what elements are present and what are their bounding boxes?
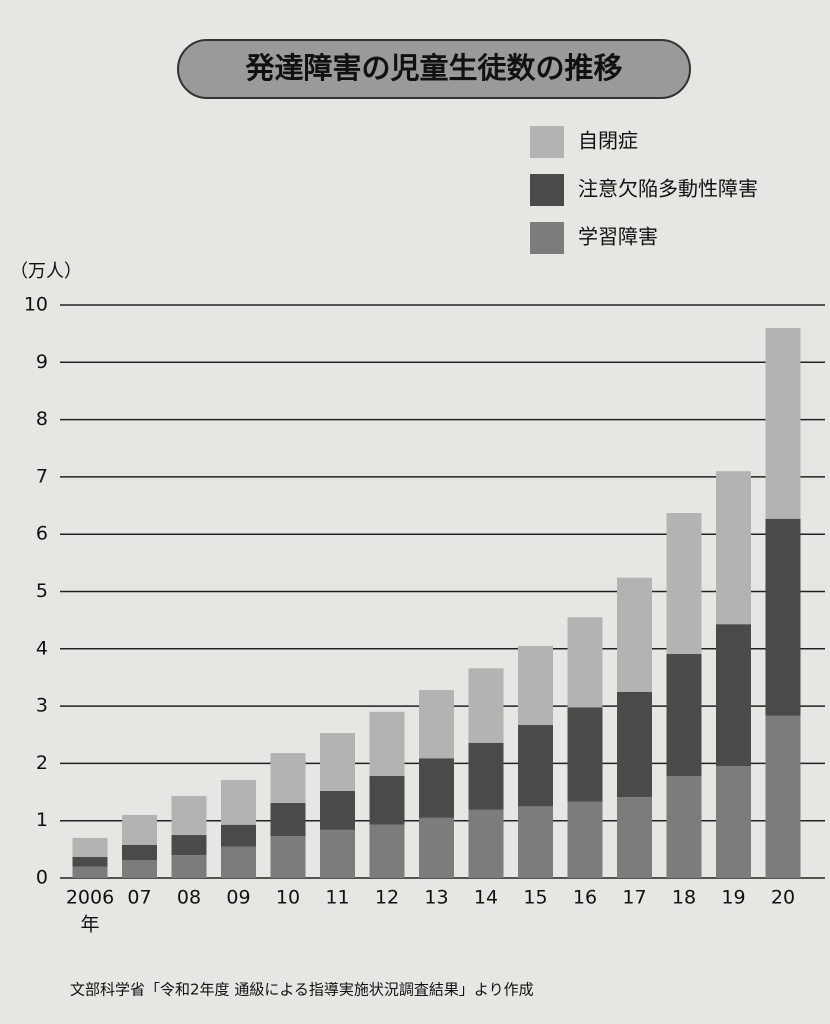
x-tick-label: 17 — [622, 887, 646, 909]
legend-swatch — [530, 126, 564, 158]
y-tick-label: 10 — [24, 294, 48, 316]
bar-segment — [716, 624, 751, 767]
x-tick-label: 18 — [672, 887, 696, 909]
bar-segment — [171, 835, 207, 856]
legend-swatch — [530, 174, 564, 206]
bar-segment — [419, 758, 454, 818]
bar-segment — [666, 512, 702, 654]
y-tick-label: 6 — [36, 523, 48, 545]
bar-segment — [518, 645, 553, 726]
bar-segment — [716, 766, 751, 878]
x-tick-label: 12 — [375, 887, 399, 909]
bar-segment — [617, 577, 652, 692]
legend-swatch — [530, 222, 564, 254]
x-tick-label: 08 — [177, 887, 201, 909]
bar-segment — [419, 817, 454, 878]
bar-segment — [765, 715, 801, 878]
y-tick-label: 3 — [36, 695, 48, 717]
x-tick-label: 10 — [276, 887, 300, 909]
bar-segment — [270, 836, 306, 878]
bar-segment — [320, 790, 355, 830]
x-tick-label: 19 — [721, 887, 745, 909]
y-tick-label: 4 — [36, 637, 48, 659]
bar-segment — [270, 802, 306, 837]
bar-segment — [567, 617, 603, 708]
bar-segment — [468, 809, 504, 878]
x-axis-label: 年 — [80, 914, 99, 936]
source-note: 文部科学省「令和2年度 通級による指導実施状況調査結果」より作成 — [70, 981, 534, 999]
bar-segment — [122, 860, 157, 878]
x-tick-label: 2006 — [66, 887, 114, 909]
x-tick-label: 14 — [474, 887, 498, 909]
bar-segment — [617, 691, 652, 798]
y-tick-label: 0 — [36, 867, 48, 889]
x-tick-label: 20 — [771, 887, 795, 909]
bar-segment — [171, 855, 207, 878]
x-tick-label: 11 — [325, 887, 349, 909]
y-tick-label: 9 — [36, 351, 48, 373]
bar-segment — [320, 733, 355, 791]
bar-segment — [270, 753, 306, 803]
y-axis-label: （万人） — [10, 261, 82, 282]
bar-segment — [72, 856, 108, 867]
x-tick-label: 09 — [226, 887, 250, 909]
bar-segment — [765, 518, 801, 716]
x-tick-label: 16 — [573, 887, 597, 909]
title-pill — [177, 39, 691, 99]
bar-segment — [122, 844, 157, 861]
bar-segment — [369, 776, 405, 825]
bar-segment — [765, 327, 801, 519]
bar-segment — [617, 797, 652, 878]
y-tick-label: 2 — [36, 752, 48, 774]
bar-segment — [122, 814, 157, 845]
bar-segment — [716, 471, 751, 625]
bar-segment — [221, 846, 256, 878]
y-tick-label: 1 — [36, 809, 48, 831]
bar-segment — [72, 866, 108, 878]
y-tick-label: 7 — [36, 465, 48, 487]
bar-segment — [666, 653, 702, 777]
bar-segment — [320, 829, 355, 878]
y-tick-label: 8 — [36, 408, 48, 430]
legend-label: 学習障害 — [578, 225, 658, 249]
legend-label: 自閉症 — [578, 129, 638, 153]
bar-segment — [567, 801, 603, 878]
chart-title: 発達障害の児童生徒数の推移 — [244, 51, 622, 85]
x-tick-label: 13 — [424, 887, 448, 909]
bar-segment — [221, 780, 256, 825]
bar-segment — [171, 796, 207, 836]
bar-segment — [369, 824, 405, 878]
bar-segment — [567, 707, 603, 802]
legend-label: 注意欠陥多動性障害 — [578, 177, 758, 201]
x-tick-label: 07 — [127, 887, 151, 909]
bar-segment — [518, 725, 553, 807]
bar-segment — [369, 711, 405, 777]
bar-segment — [221, 824, 256, 847]
bar-segment — [72, 837, 108, 857]
bar-segment — [666, 776, 702, 878]
bar-segment — [419, 690, 454, 759]
bar-segment — [468, 668, 504, 743]
bar-segment — [518, 806, 553, 878]
y-tick-label: 5 — [36, 580, 48, 602]
bar-segment — [468, 742, 504, 810]
x-tick-label: 15 — [523, 887, 547, 909]
